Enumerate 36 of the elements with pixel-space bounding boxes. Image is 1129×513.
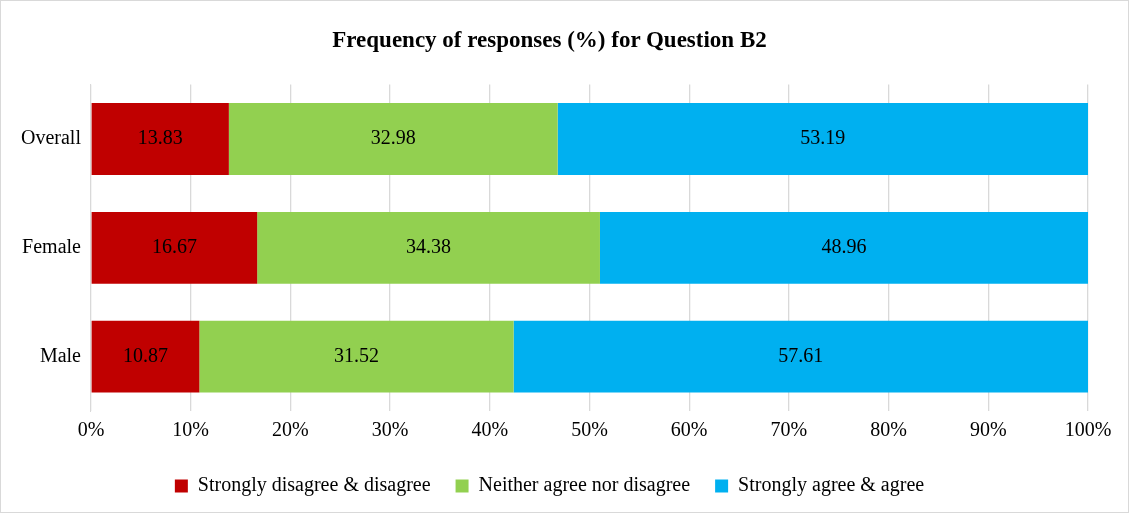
x-tick-label: 90%	[969, 418, 1007, 441]
x-tick-label: 70%	[770, 418, 808, 441]
x-tick-label: 60%	[670, 418, 708, 441]
data-label: 32.98	[370, 126, 416, 149]
bar	[91, 211, 258, 284]
x-tick-label: 50%	[571, 418, 608, 441]
data-label: 31.52	[333, 343, 379, 366]
x-tick-label: 0%	[77, 418, 105, 441]
bar	[91, 103, 229, 175]
legend-label: Strongly disagree & disagree	[197, 473, 431, 497]
x-tick-label: 30%	[371, 418, 409, 441]
x-tick-label: 80%	[870, 418, 907, 441]
bar	[257, 211, 600, 284]
data-label: 57.61	[778, 343, 824, 366]
bar	[557, 103, 1088, 175]
y-tick-label: Male	[39, 343, 82, 366]
data-label: 10.87	[122, 343, 168, 366]
data-label: 48.96	[821, 235, 867, 258]
x-tick-label: 20%	[272, 418, 309, 441]
chart-title: Frequency of responses (%) for Question B2	[332, 26, 767, 52]
bar	[228, 103, 558, 175]
legend-label: Strongly agree & agree	[738, 473, 925, 497]
bar	[199, 320, 514, 393]
legend-label: Neither agree nor disagree	[478, 473, 691, 497]
bar	[91, 320, 200, 393]
y-tick-label: Overall	[20, 126, 82, 149]
x-tick-label: 40%	[471, 418, 509, 441]
x-tick-label: 10%	[172, 418, 210, 441]
data-label: 53.19	[800, 126, 846, 149]
bar	[513, 320, 1088, 393]
y-tick-label: Female	[22, 235, 82, 258]
x-tick-label: 100%	[1064, 418, 1112, 441]
data-label: 34.38	[406, 235, 452, 258]
bar	[599, 211, 1088, 284]
data-label: 16.67	[151, 235, 197, 258]
data-label: 13.83	[137, 126, 183, 149]
